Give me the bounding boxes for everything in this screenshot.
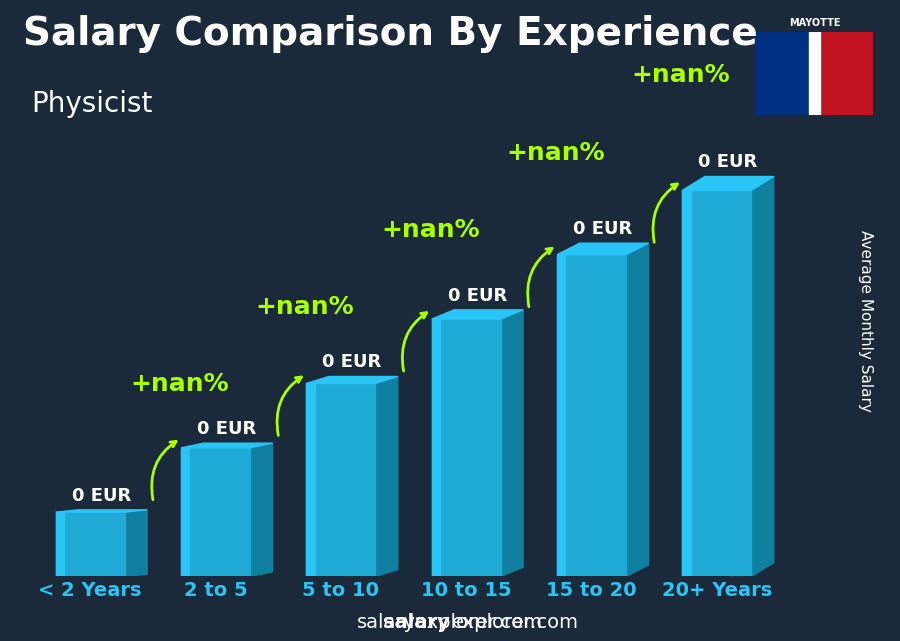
Text: +nan%: +nan% — [632, 63, 731, 87]
Text: salaryexplorer.com: salaryexplorer.com — [357, 613, 543, 632]
Bar — [814, 32, 873, 115]
Text: +nan%: +nan% — [130, 372, 230, 396]
Text: +nan%: +nan% — [381, 218, 480, 242]
Bar — [306, 383, 375, 576]
Text: 0 EUR: 0 EUR — [322, 353, 382, 371]
Bar — [432, 319, 440, 576]
Polygon shape — [752, 176, 774, 576]
Polygon shape — [557, 243, 649, 254]
Text: explorer.com: explorer.com — [452, 613, 579, 632]
Polygon shape — [432, 310, 523, 319]
Polygon shape — [56, 510, 148, 512]
Text: 0 EUR: 0 EUR — [573, 220, 633, 238]
Text: salary: salary — [383, 613, 450, 632]
Text: 0 EUR: 0 EUR — [698, 153, 758, 171]
Text: +nan%: +nan% — [507, 140, 605, 165]
Bar — [432, 319, 500, 576]
Text: Physicist: Physicist — [32, 90, 153, 118]
Bar — [56, 512, 64, 576]
Polygon shape — [181, 443, 273, 448]
Polygon shape — [250, 443, 273, 576]
Polygon shape — [306, 376, 398, 383]
Polygon shape — [500, 310, 523, 576]
Text: 0 EUR: 0 EUR — [448, 287, 507, 304]
Text: +nan%: +nan% — [256, 295, 355, 319]
Bar — [557, 254, 565, 576]
Polygon shape — [626, 243, 649, 576]
Bar — [682, 190, 752, 576]
Bar — [557, 254, 626, 576]
Bar — [56, 512, 125, 576]
Text: 0 EUR: 0 EUR — [197, 420, 256, 438]
Polygon shape — [682, 176, 774, 190]
Text: MAYOTTE: MAYOTTE — [788, 18, 841, 28]
Polygon shape — [375, 376, 398, 576]
Polygon shape — [125, 510, 148, 576]
Bar — [682, 190, 690, 576]
Bar — [808, 32, 821, 115]
Text: Average Monthly Salary: Average Monthly Salary — [858, 229, 873, 412]
Bar — [181, 448, 250, 576]
Text: 0 EUR: 0 EUR — [72, 487, 131, 504]
Bar — [181, 448, 189, 576]
Text: Salary Comparison By Experience: Salary Comparison By Experience — [23, 15, 758, 53]
Bar — [306, 383, 315, 576]
